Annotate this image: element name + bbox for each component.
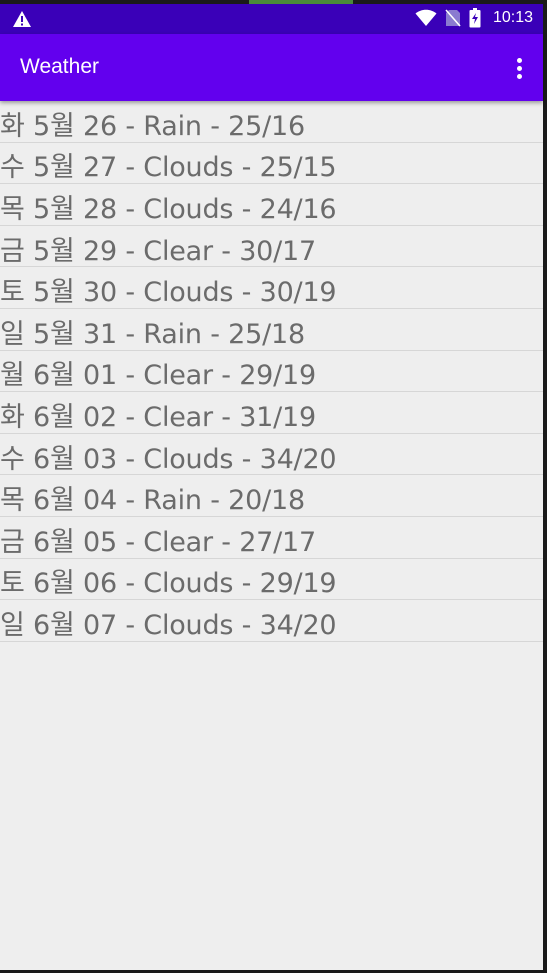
forecast-item[interactable]: 금 6월 05 - Clear - 27/17 bbox=[0, 517, 543, 559]
forecast-item-text: 월 6월 01 - Clear - 29/19 bbox=[0, 360, 317, 392]
forecast-item-text: 화 6월 02 - Clear - 31/19 bbox=[0, 401, 317, 433]
menu-dot bbox=[516, 57, 522, 63]
status-bar: 10:13 bbox=[0, 0, 543, 34]
status-time: 10:13 bbox=[492, 9, 533, 26]
forecast-item[interactable]: 월 6월 01 - Clear - 29/19 bbox=[0, 351, 543, 393]
forecast-item[interactable]: 일 5월 31 - Rain - 25/18 bbox=[0, 309, 543, 351]
forecast-item[interactable]: 화 5월 26 - Rain - 25/16 bbox=[0, 101, 543, 143]
forecast-item[interactable]: 토 6월 06 - Clouds - 29/19 bbox=[0, 559, 543, 601]
wifi-icon bbox=[415, 9, 437, 26]
forecast-item[interactable]: 목 5월 28 - Clouds - 24/16 bbox=[0, 184, 543, 226]
forecast-item[interactable]: 토 5월 30 - Clouds - 30/19 bbox=[0, 267, 543, 309]
menu-dot bbox=[516, 65, 522, 71]
forecast-item-text: 토 6월 06 - Clouds - 29/19 bbox=[0, 568, 337, 600]
status-icons: 10:13 bbox=[415, 7, 533, 29]
forecast-item[interactable]: 일 6월 07 - Clouds - 34/20 bbox=[0, 600, 543, 642]
no-sim-icon bbox=[445, 9, 461, 27]
battery-charging-icon bbox=[469, 8, 481, 28]
forecast-item-text: 수 5월 27 - Clouds - 25/15 bbox=[0, 152, 337, 184]
window-bottom-border bbox=[0, 970, 547, 973]
window-right-border bbox=[543, 0, 547, 973]
app-title: Weather bbox=[20, 55, 99, 78]
forecast-item[interactable]: 금 5월 29 - Clear - 30/17 bbox=[0, 226, 543, 268]
forecast-list[interactable]: 화 5월 26 - Rain - 25/16 수 5월 27 - Clouds … bbox=[0, 101, 543, 642]
forecast-item-text: 목 5월 28 - Clouds - 24/16 bbox=[0, 193, 337, 225]
forecast-item-text: 화 5월 26 - Rain - 25/16 bbox=[0, 110, 305, 142]
forecast-item-text: 토 5월 30 - Clouds - 30/19 bbox=[0, 277, 337, 309]
forecast-item[interactable]: 수 6월 03 - Clouds - 34/20 bbox=[0, 434, 543, 476]
forecast-item-text: 일 5월 31 - Rain - 25/18 bbox=[0, 318, 305, 350]
status-accent-bar bbox=[249, 0, 353, 4]
menu-dot bbox=[516, 73, 522, 79]
forecast-item[interactable]: 화 6월 02 - Clear - 31/19 bbox=[0, 392, 543, 434]
forecast-item-text: 수 6월 03 - Clouds - 34/20 bbox=[0, 443, 337, 475]
more-vert-icon[interactable] bbox=[509, 54, 529, 82]
app-bar: Weather bbox=[0, 34, 543, 101]
forecast-item-text: 일 6월 07 - Clouds - 34/20 bbox=[0, 609, 337, 641]
forecast-item-text: 금 5월 29 - Clear - 30/17 bbox=[0, 235, 317, 267]
warning-icon bbox=[13, 11, 31, 27]
forecast-item[interactable]: 목 6월 04 - Rain - 20/18 bbox=[0, 475, 543, 517]
forecast-item[interactable]: 수 5월 27 - Clouds - 25/15 bbox=[0, 143, 543, 185]
forecast-item-text: 금 6월 05 - Clear - 27/17 bbox=[0, 526, 317, 558]
forecast-item-text: 목 6월 04 - Rain - 20/18 bbox=[0, 485, 305, 517]
